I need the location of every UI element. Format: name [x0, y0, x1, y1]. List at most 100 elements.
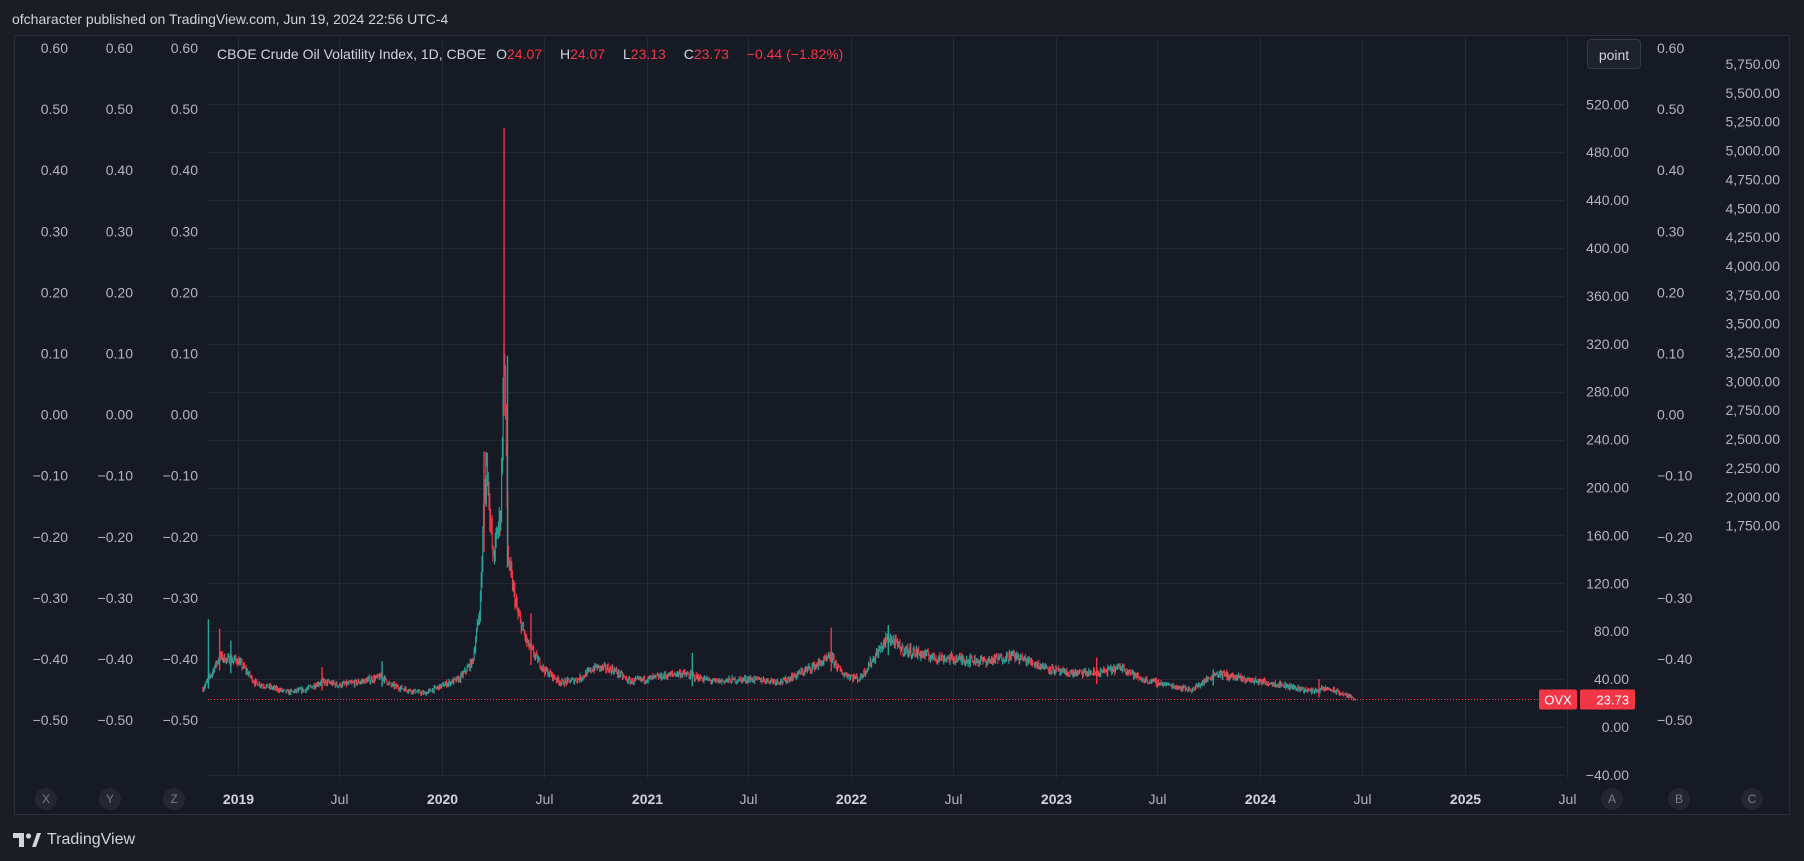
scale-mode-button[interactable]: point [1587, 39, 1641, 69]
far-right-axis-tick: 4,750.00 [1726, 171, 1781, 187]
price-axis-tick: 440.00 [1586, 192, 1629, 208]
x-tick-label: 2023 [1041, 791, 1072, 807]
ticker-tag-bg [1539, 689, 1577, 710]
right-axis-tick: 0.40 [1657, 162, 1684, 178]
far-right-axis-tick: 3,250.00 [1726, 345, 1781, 361]
footer: TradingView [0, 819, 1804, 861]
left-axis-tick: 0.00 [171, 407, 198, 423]
left-axis-tick: 0.50 [171, 101, 198, 117]
price-axis-tick: 40.00 [1594, 671, 1629, 687]
left-axis-tick: −0.50 [33, 712, 69, 728]
far-right-axis-tick: 2,000.00 [1726, 489, 1781, 505]
left-axis-tick: −0.30 [98, 590, 134, 606]
brand-name: TradingView [47, 831, 136, 848]
axis-button-a[interactable]: A [1601, 788, 1623, 810]
legend-change: −0.44 (−1.82%) [746, 46, 844, 62]
price-axis-tick: 320.00 [1586, 336, 1629, 352]
left-axis-tick: 0.00 [106, 407, 133, 423]
x-tick-label: 2022 [836, 791, 867, 807]
left-axis-tick: 0.40 [41, 162, 68, 178]
left-axis-tick: 0.30 [41, 223, 68, 239]
left-axis-tick: 0.00 [41, 407, 68, 423]
right-axis-tick: 0.10 [1657, 346, 1684, 362]
left-axis-tick: −0.20 [33, 529, 69, 545]
axis-button-z[interactable]: Z [163, 788, 185, 810]
axis-button-y[interactable]: Y [99, 788, 121, 810]
left-axis-tick: −0.20 [163, 529, 199, 545]
x-tick-label: 2025 [1450, 791, 1481, 807]
x-tick-label: 2020 [427, 791, 458, 807]
left-axis-tick: −0.30 [163, 590, 199, 606]
far-right-axis-tick: 2,750.00 [1726, 402, 1781, 418]
left-axis-tick: −0.40 [163, 651, 199, 667]
far-right-axis-tick: 2,250.00 [1726, 460, 1781, 476]
left-axis-tick: 0.10 [171, 346, 198, 362]
left-axis-tick: −0.40 [98, 651, 134, 667]
right-axis-tick: 0.30 [1657, 223, 1684, 239]
x-tick-label: 2021 [632, 791, 663, 807]
left-axis-tick: 0.30 [106, 223, 133, 239]
price-axis-tick: 0.00 [1602, 719, 1629, 735]
right-axis-tick: 0.20 [1657, 284, 1684, 300]
left-axis-tick: 0.30 [171, 223, 198, 239]
grid [208, 37, 1568, 778]
tradingview-brand[interactable]: TradingView [13, 831, 135, 849]
far-right-axis-tick: 5,250.00 [1726, 114, 1781, 130]
legend-open: 24.07 [507, 46, 543, 62]
right-axis-tick: −0.40 [1657, 651, 1693, 667]
right-axis-tick: −0.10 [1657, 468, 1693, 484]
candles [202, 128, 1356, 701]
axis-button-c[interactable]: C [1741, 788, 1763, 810]
price-axis-tick: 240.00 [1586, 432, 1629, 448]
x-tick-label: 2024 [1245, 791, 1276, 807]
x-tick-label: Jul [1149, 791, 1167, 807]
far-right-axis-tick: 3,500.00 [1726, 316, 1781, 332]
x-tick-label: Jul [536, 791, 554, 807]
left-axis-tick: 0.20 [41, 284, 68, 300]
price-axis-tick: 160.00 [1586, 527, 1629, 543]
legend-open-label: O [496, 46, 507, 62]
right-axis-tick: 0.50 [1657, 101, 1684, 117]
left-axis-tick: 0.60 [41, 40, 68, 56]
price-axis-tick: 120.00 [1586, 575, 1629, 591]
far-right-axis-tick: 4,500.00 [1726, 200, 1781, 216]
last-price-tag-bg [1580, 689, 1635, 710]
price-axis-tick: 80.00 [1594, 623, 1629, 639]
right-axis-tick: 0.00 [1657, 407, 1684, 423]
far-right-axis-tick: 5,000.00 [1726, 143, 1781, 159]
left-axis-tick: −0.50 [163, 712, 199, 728]
right-axis-tick: 0.60 [1657, 40, 1684, 56]
far-right-axis-tick: 5,500.00 [1726, 85, 1781, 101]
legend-high: 24.07 [570, 46, 606, 62]
axis-button-b[interactable]: B [1668, 788, 1690, 810]
left-axis-tick: −0.10 [33, 468, 69, 484]
axis-button-x[interactable]: X [35, 788, 57, 810]
far-right-axis-tick: 3,750.00 [1726, 287, 1781, 303]
right-axis-tick: −0.50 [1657, 712, 1693, 728]
left-axis-tick: −0.10 [163, 468, 199, 484]
x-tick-label: Jul [1559, 791, 1577, 807]
publish-title: ofcharacter published on TradingView.com… [12, 11, 449, 27]
left-axis-tick: 0.50 [41, 101, 68, 117]
left-axis-tick: 0.10 [41, 346, 68, 362]
far-right-axis-tick: 3,000.00 [1726, 373, 1781, 389]
far-right-axis-tick: 4,000.00 [1726, 258, 1781, 274]
left-axis-tick: −0.30 [33, 590, 69, 606]
left-axis-tick: −0.10 [98, 468, 134, 484]
left-axis-tick: −0.40 [33, 651, 69, 667]
left-axis-tick: 0.10 [106, 346, 133, 362]
left-axis-tick: 0.20 [171, 284, 198, 300]
left-axis-tick: 0.20 [106, 284, 133, 300]
legend-low-label: L [623, 46, 631, 62]
left-axis-tick: −0.20 [98, 529, 134, 545]
tradingview-logo-icon [13, 833, 41, 847]
left-axis-tick: 0.60 [106, 40, 133, 56]
price-axis-tick: 280.00 [1586, 384, 1629, 400]
left-axis-tick: 0.50 [106, 101, 133, 117]
left-axis-tick: −0.50 [98, 712, 134, 728]
price-axis-tick: 400.00 [1586, 240, 1629, 256]
far-right-axis-tick: 4,250.00 [1726, 229, 1781, 245]
x-tick-label: Jul [740, 791, 758, 807]
legend-low: 23.13 [630, 46, 666, 62]
